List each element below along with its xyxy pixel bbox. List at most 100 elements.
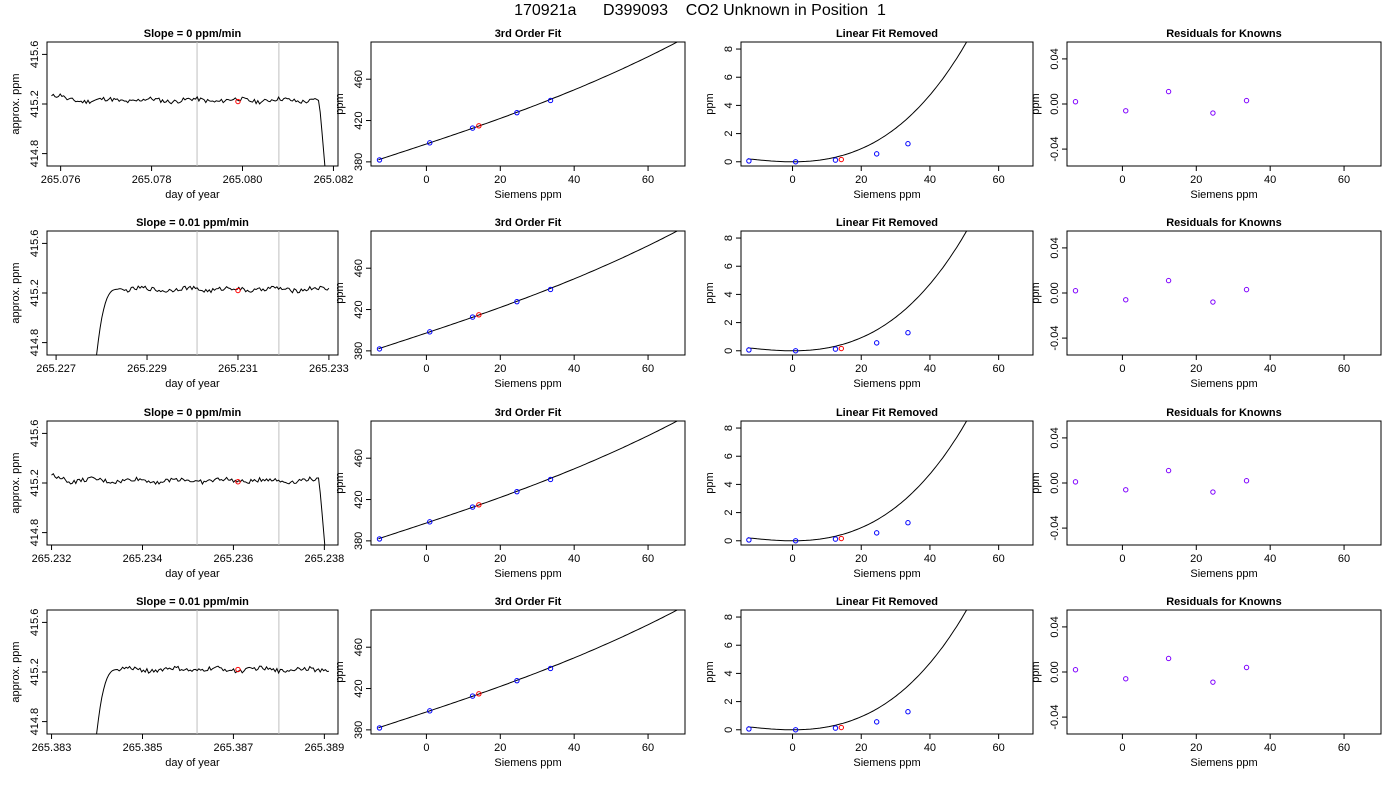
known-point-r1c1-2 [469,314,476,320]
x-tick-label-r1c3-2: 40 [1264,363,1276,375]
plot-frame-r0c1 [370,41,686,167]
y-axis-label-r2c3: ppm [1030,472,1042,493]
known-point-r0c1-0 [376,157,383,163]
residual-point-r0c3-3 [1210,110,1216,116]
y-tick-label-r0c0-1: 415.2 [29,90,41,118]
y-axis-label-r3c2: ppm [704,661,716,682]
fit-curve-r3c1 [378,610,678,729]
x-tick-label-r3c2-2: 40 [924,742,936,754]
x-tick-label-r1c0-2: 265.231 [218,363,258,375]
x-tick-label-r0c3-1: 20 [1190,174,1202,186]
known-point-r1c1-3 [514,298,520,305]
unknown-point-r1c0 [235,287,241,294]
y-axis-label-r2c2: ppm [704,472,716,493]
x-axis-label-r0c1: Siemens ppm [494,189,561,201]
y-tick-label-r2c3-1: 0.00 [1049,472,1061,493]
known-point-r1c2-3 [873,340,880,346]
plot-area-r1c2 [746,231,968,354]
x-tick-label-r2c3-2: 40 [1264,553,1276,565]
y-axis-label-r0c2: ppm [704,93,716,114]
x-tick-label-r3c3-0: 0 [1119,742,1125,754]
residual-point-r0c3-4 [1243,97,1250,104]
known-point-r0c1-1 [427,140,433,146]
y-tick-label-r1c0-2: 415.6 [29,230,41,258]
plot-title-r3c3: Residuals for Knowns [1166,596,1282,608]
unknown-point-r3c2 [838,724,845,731]
residual-point-r0c3-1 [1123,108,1129,114]
x-tick-label-r0c2-2: 40 [924,174,936,186]
known-point-r1c2-0 [746,347,752,353]
x-tick-label-r0c1-1: 20 [494,174,506,186]
y-tick-label-r2c0-2: 415.6 [29,420,41,448]
known-point-r2c2-0 [746,537,752,543]
unknown-point-r1c2 [838,345,845,352]
y-tick-label-r0c2-1: 2 [723,131,735,137]
unknown-point-r3c0 [235,666,241,673]
y-axis-label-r3c1: ppm [334,661,346,682]
residual-point-r3c3-1 [1123,676,1129,682]
plot-title-r2c3: Residuals for Knowns [1166,407,1282,419]
x-axis-label-r1c3: Siemens ppm [1190,378,1257,390]
y-tick-label-r3c2-3: 6 [723,642,735,648]
residual-point-r2c3-1 [1123,487,1129,493]
y-axis-label-r3c3: ppm [1030,661,1042,682]
known-point-r1c2-4 [905,330,911,336]
x-tick-label-r3c1-0: 0 [423,742,429,754]
plot-frame-r1c1 [370,230,686,356]
known-point-r3c2-3 [873,719,880,725]
unknown-point-r0c0 [235,98,241,105]
y-tick-label-r2c3-2: 0.04 [1049,427,1061,448]
y-axis-label-r2c0: approx. ppm [10,452,22,513]
known-point-r3c1-3 [514,677,520,684]
plot-title-r3c2: Linear Fit Removed [836,596,938,608]
plot-area-r1c0 [96,231,330,355]
unknown-point-r2c1 [476,502,482,508]
residual-point-r1c3-2 [1165,277,1172,284]
x-tick-label-r2c2-3: 60 [993,553,1005,565]
y-axis-label-r1c2: ppm [704,282,716,303]
x-tick-label-r2c1-2: 40 [568,553,580,565]
plot-area-r0c0 [51,42,326,166]
y-tick-label-r0c0-2: 415.6 [29,41,41,69]
y-axis-label-r2c1: ppm [334,472,346,493]
known-point-r0c2-4 [905,141,911,147]
y-tick-label-r2c2-2: 4 [723,481,735,487]
x-tick-label-r3c0-2: 265.387 [214,742,254,754]
x-tick-label-r2c2-2: 40 [924,553,936,565]
plot-area-r2c2 [746,421,968,544]
x-tick-label-r1c3-1: 20 [1190,363,1202,375]
x-tick-label-r0c3-0: 0 [1119,174,1125,186]
x-tick-label-r1c2-3: 60 [993,363,1005,375]
plot-area-r3c3 [1072,655,1250,685]
known-point-r3c1-1 [427,708,433,714]
plot-area-r3c0 [96,610,329,734]
y-tick-label-r1c0-1: 415.2 [29,279,41,307]
plot-area-r3c2 [746,610,968,733]
x-tick-label-r0c2-0: 0 [789,174,795,186]
x-tick-label-r0c0-0: 265.076 [41,174,81,186]
known-point-r2c2-4 [905,520,911,526]
known-point-r0c1-4 [547,97,554,104]
plot-area-r1c3 [1072,277,1250,305]
x-tick-label-r2c0-0: 265.232 [32,553,72,565]
known-point-r2c1-4 [547,476,554,483]
plot-title-r3c1: 3rd Order Fit [495,596,562,608]
x-tick-label-r3c2-1: 20 [855,742,867,754]
nonlinear-curve-r3c2 [747,610,968,731]
residual-point-r0c3-2 [1165,88,1172,95]
residual-point-r1c3-3 [1210,299,1216,305]
known-point-r2c1-2 [469,504,476,510]
x-axis-label-r2c3: Siemens ppm [1190,568,1257,580]
known-point-r3c2-2 [832,725,839,731]
nonlinear-curve-r1c2 [747,231,968,352]
x-tick-label-r3c1-3: 60 [642,742,654,754]
known-point-r1c1-0 [376,346,383,352]
y-tick-label-r3c0-2: 415.6 [29,609,41,637]
x-tick-label-r0c1-2: 40 [568,174,580,186]
x-tick-label-r2c1-3: 60 [642,553,654,565]
trace-line-r1c0 [96,285,330,355]
y-tick-label-r3c3-2: 0.04 [1049,616,1061,637]
x-tick-label-r1c1-0: 0 [423,363,429,375]
x-tick-label-r1c1-2: 40 [568,363,580,375]
plot-title-r0c3: Residuals for Knowns [1166,28,1282,40]
